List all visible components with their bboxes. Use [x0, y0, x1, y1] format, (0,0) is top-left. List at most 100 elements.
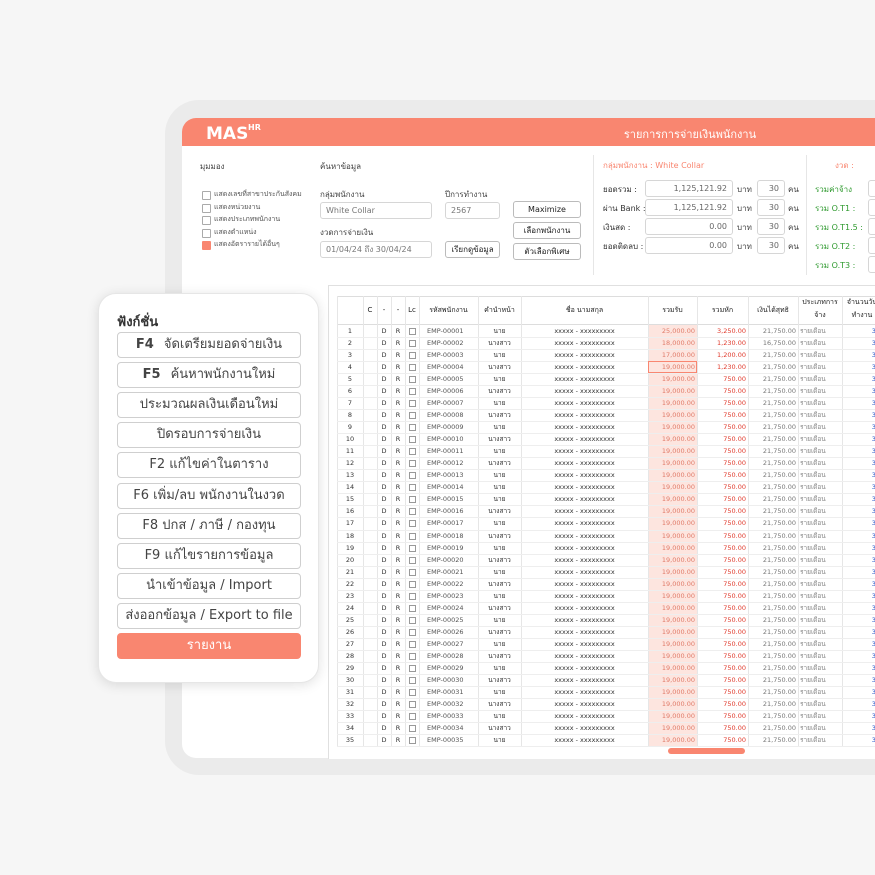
- row-checkbox[interactable]: [409, 724, 416, 732]
- period-input[interactable]: 01/04/24 ถึง 30/04/24: [320, 241, 432, 258]
- total-input[interactable]: [868, 218, 875, 235]
- table-cell: EMP-00023: [427, 591, 464, 600]
- row-checkbox[interactable]: [409, 460, 416, 468]
- row-checkbox[interactable]: [409, 496, 416, 504]
- count-input[interactable]: 30: [757, 180, 785, 197]
- unit: คน: [788, 223, 799, 232]
- row-checkbox[interactable]: [409, 436, 416, 444]
- row-checkbox[interactable]: [409, 700, 416, 708]
- count-input[interactable]: 30: [757, 237, 785, 254]
- total-input[interactable]: [868, 237, 875, 254]
- function-button[interactable]: F8 ปกส / ภาษี / กองทุน: [117, 512, 301, 539]
- row-checkbox[interactable]: [409, 508, 416, 516]
- table-cell: D: [381, 411, 387, 420]
- row-checkbox[interactable]: [409, 604, 416, 612]
- row-checkbox[interactable]: [409, 352, 416, 360]
- row-checkbox[interactable]: [409, 737, 416, 745]
- table-cell: 21,750.00: [762, 399, 796, 408]
- row-checkbox[interactable]: [409, 328, 416, 335]
- checkbox[interactable]: [202, 228, 211, 238]
- search-button[interactable]: เรียกดูข้อมูล: [445, 241, 500, 258]
- row-checkbox[interactable]: [409, 676, 416, 684]
- row-checkbox[interactable]: [409, 712, 416, 720]
- function-button[interactable]: นำเข้าข้อมูล / Import: [117, 572, 301, 599]
- row-checkbox[interactable]: [409, 400, 416, 408]
- year-input[interactable]: 2567: [445, 202, 500, 219]
- table-cell: EMP-00024: [427, 603, 464, 612]
- row-checkbox[interactable]: [409, 616, 416, 624]
- row-checkbox[interactable]: [409, 556, 416, 564]
- table-cell: 30: [871, 555, 875, 564]
- row-line: [337, 349, 875, 351]
- count-input[interactable]: 30: [757, 218, 785, 235]
- function-button[interactable]: ปิดรอบการจ่ายเงิน: [117, 422, 301, 449]
- table-cell: นางสาว: [488, 363, 511, 372]
- amount-input[interactable]: 0.00: [645, 237, 733, 254]
- amount-input[interactable]: 1,125,121.92: [645, 199, 733, 216]
- checkbox[interactable]: [202, 241, 211, 250]
- table-cell: D: [381, 699, 387, 708]
- row-checkbox[interactable]: [409, 592, 416, 600]
- table-cell: นาย: [493, 351, 506, 360]
- amount-input[interactable]: 1,125,121.92: [645, 180, 733, 197]
- row-checkbox[interactable]: [409, 568, 416, 576]
- function-button[interactable]: รายงาน: [117, 633, 301, 659]
- row-checkbox[interactable]: [409, 544, 416, 552]
- period-label: งวด :: [835, 161, 854, 170]
- row-checkbox[interactable]: [409, 448, 416, 456]
- function-button[interactable]: F6 เพิ่ม/ลบ พนักงานในงวด: [117, 482, 301, 509]
- row-checkbox[interactable]: [409, 484, 416, 492]
- row-checkbox[interactable]: [409, 340, 416, 348]
- function-button[interactable]: ประมวณผลเงินเดือนใหม่: [117, 392, 301, 419]
- table-cell: D: [381, 663, 387, 672]
- group-input[interactable]: White Collar: [320, 202, 432, 219]
- row-checkbox[interactable]: [409, 424, 416, 432]
- row-checkbox[interactable]: [409, 640, 416, 648]
- row-checkbox[interactable]: [409, 364, 416, 372]
- table-cell: 22: [345, 579, 355, 588]
- table-cell: 19,000.00: [661, 411, 695, 420]
- table-cell: 21,750.00: [762, 639, 796, 648]
- row-checkbox[interactable]: [409, 532, 416, 540]
- function-button[interactable]: ส่งออกข้อมูล / Export to file: [117, 602, 301, 629]
- table-cell: 21,750.00: [762, 495, 796, 504]
- button[interactable]: เลือกพนักงาน: [513, 222, 581, 239]
- checkbox[interactable]: [202, 203, 211, 213]
- button[interactable]: Maximize: [513, 201, 581, 218]
- count-input[interactable]: 30: [757, 199, 785, 216]
- row-checkbox[interactable]: [409, 688, 416, 696]
- row-checkbox[interactable]: [409, 388, 416, 396]
- function-button[interactable]: F9 แก้ไขรายการข้อมูล: [117, 542, 301, 569]
- table-cell: รายเดือน: [800, 387, 826, 396]
- table-cell: D: [381, 483, 387, 492]
- function-button[interactable]: F5 ค้นหาพนักงานใหม่: [117, 362, 301, 389]
- button[interactable]: ตัวเลือกพิเศษ: [513, 243, 581, 260]
- table-cell: 30: [871, 699, 875, 708]
- row-checkbox[interactable]: [409, 628, 416, 636]
- checkbox[interactable]: [202, 216, 211, 225]
- amount-input[interactable]: 0.00: [645, 218, 733, 235]
- table-cell: 29: [345, 663, 355, 672]
- function-button[interactable]: F2 แก้ไขค่าในตาราง: [117, 452, 301, 479]
- scrollbar[interactable]: [668, 748, 745, 754]
- total-input[interactable]: [868, 199, 875, 216]
- checkbox[interactable]: [202, 191, 211, 200]
- table-cell: 30: [871, 711, 875, 720]
- table-cell: EMP-00002: [427, 339, 464, 348]
- function-button[interactable]: F4 จัดเตรียมยอดจ่ายเงิน: [117, 332, 301, 358]
- row-checkbox[interactable]: [409, 376, 416, 384]
- table-cell: D: [381, 495, 387, 504]
- row-checkbox[interactable]: [409, 520, 416, 528]
- table-cell: D: [381, 687, 387, 696]
- row-checkbox[interactable]: [409, 580, 416, 588]
- table-cell: R: [395, 423, 401, 432]
- table-cell: 19,000.00: [661, 471, 695, 480]
- total-input[interactable]: [868, 256, 875, 273]
- total-input[interactable]: [868, 180, 875, 197]
- label: งวดการจ่ายเงิน: [320, 228, 374, 237]
- row-checkbox[interactable]: [409, 652, 416, 660]
- row-checkbox[interactable]: [409, 664, 416, 672]
- row-checkbox[interactable]: [409, 472, 416, 480]
- row-checkbox[interactable]: [409, 412, 416, 420]
- total-label: รวม O.T1 :: [815, 204, 856, 213]
